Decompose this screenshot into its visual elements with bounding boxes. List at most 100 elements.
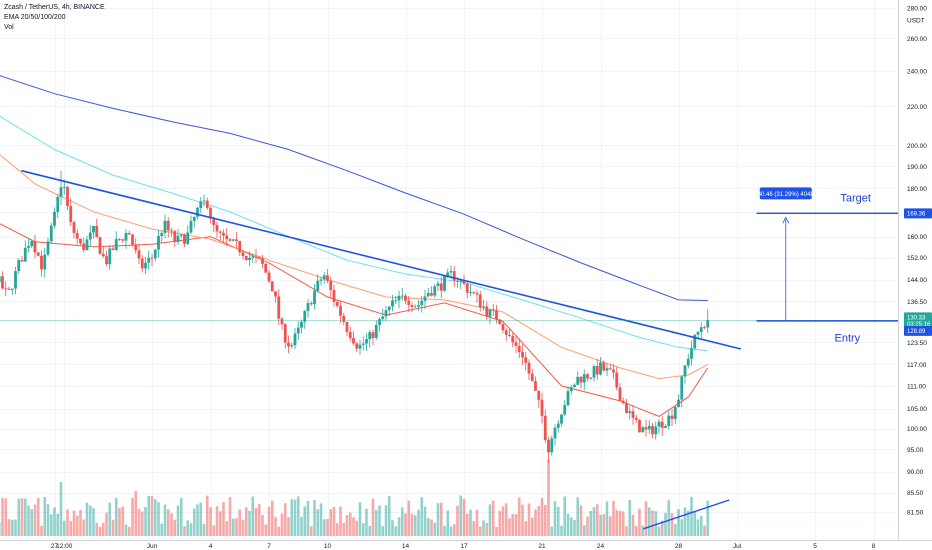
volume-bar (261, 514, 264, 536)
volume-bar (316, 509, 320, 536)
volume-bar (530, 517, 534, 536)
volume-bar (49, 514, 53, 536)
candle-body (98, 237, 102, 254)
volume-bar (358, 502, 362, 536)
volume-bar (157, 502, 160, 536)
volume-bar (365, 508, 368, 536)
volume-bar (264, 524, 268, 536)
candle-body (179, 234, 183, 236)
volume-bar (173, 519, 177, 536)
legend-volume[interactable]: Vol (4, 24, 14, 31)
candle-body (14, 271, 17, 289)
volume-bar (680, 519, 684, 536)
volume-bar (563, 496, 567, 536)
candle-body (394, 300, 398, 302)
candle-body (251, 256, 255, 258)
volume-bar (449, 526, 453, 536)
volume-bar (660, 520, 664, 536)
candle-body (582, 374, 586, 383)
volume-bar (400, 507, 404, 536)
candle-body (225, 235, 229, 240)
volume-bar (153, 499, 157, 536)
volume-bar (381, 526, 385, 536)
volume-bar (550, 526, 554, 536)
volume-bar (511, 514, 515, 536)
candle-body (30, 241, 34, 247)
y-axis-labels: 280.00 USDT 260.00 240.00 220.00 200.00 190.00… (907, 6, 927, 517)
volume-bar (111, 519, 115, 536)
candle-body (33, 241, 37, 253)
trend-line[interactable] (21, 169, 742, 350)
y-tick-label: 105.00 (907, 406, 927, 413)
candle-body (498, 319, 502, 325)
candle-body (478, 294, 482, 308)
candle-body (205, 200, 209, 209)
volume-bar (641, 525, 645, 536)
candle-body (374, 324, 378, 338)
volume-bar (621, 511, 625, 536)
volume-bar (443, 525, 446, 536)
volume-bar (313, 500, 316, 536)
candle-body (332, 290, 336, 302)
legend-ema[interactable]: EMA 20/50/100/200 (4, 14, 66, 21)
candle-body (270, 281, 274, 292)
candle-body (426, 293, 430, 297)
candle-body (631, 411, 635, 418)
candle-body (335, 301, 339, 307)
price-tag-label: 130.33 (907, 315, 926, 321)
volume-bar (378, 505, 381, 536)
volume-bar (397, 517, 401, 536)
volume-bar (384, 505, 388, 536)
y-tick-label: 81.50 (907, 510, 924, 517)
price-tag-box (904, 312, 932, 328)
candle-body (1, 276, 4, 289)
drawings[interactable]: 40.46 (31.29%) 4048 Target Entry (0, 169, 899, 530)
candle-body (300, 321, 303, 328)
candle-body (495, 310, 498, 320)
candle-body (222, 232, 225, 236)
volume-bar (589, 510, 593, 536)
candle-body (612, 369, 615, 373)
volume-bar (686, 510, 690, 536)
volume-bar (371, 498, 375, 536)
volume-bar (423, 506, 427, 536)
volume-bar (79, 509, 82, 536)
volume-bar (498, 510, 502, 536)
x-axis-labels: 242712:00Jun47101417212428Jul58121519 (51, 543, 876, 550)
countdown-label: 03:25:16 (907, 322, 931, 328)
candle-body (176, 235, 180, 242)
volume-bar (683, 507, 687, 536)
volume-bar (118, 508, 121, 536)
candle-body (85, 239, 89, 251)
candle-body (449, 271, 453, 273)
volume-bar (491, 500, 495, 536)
volume-bar (215, 506, 219, 536)
candle-body (537, 390, 541, 400)
candle-body (183, 234, 186, 244)
candle-body (95, 225, 99, 238)
volume-bar (667, 500, 671, 536)
volume-bar (602, 514, 606, 536)
y-tick-label: 144.00 (907, 277, 927, 284)
volume-bar (339, 506, 342, 536)
candle-body (560, 414, 563, 424)
volume-bar (166, 509, 170, 536)
x-tick-label: 12:00 (56, 543, 73, 550)
volume-bar (33, 504, 37, 536)
candle-body (517, 345, 521, 353)
volume-bar (495, 526, 498, 536)
candle-body (248, 257, 251, 261)
volume-bar (183, 526, 186, 536)
candle-body (235, 239, 238, 241)
candle-body (244, 255, 248, 261)
candle-body (469, 292, 472, 293)
candle-body (475, 293, 479, 295)
measure-label: 40.46 (31.29%) 4048 (758, 192, 815, 198)
volume-trend-line[interactable] (643, 499, 730, 530)
candle-body (543, 415, 547, 440)
candle-body (550, 438, 554, 453)
volume-bar (452, 524, 456, 536)
candle-body (293, 333, 297, 346)
